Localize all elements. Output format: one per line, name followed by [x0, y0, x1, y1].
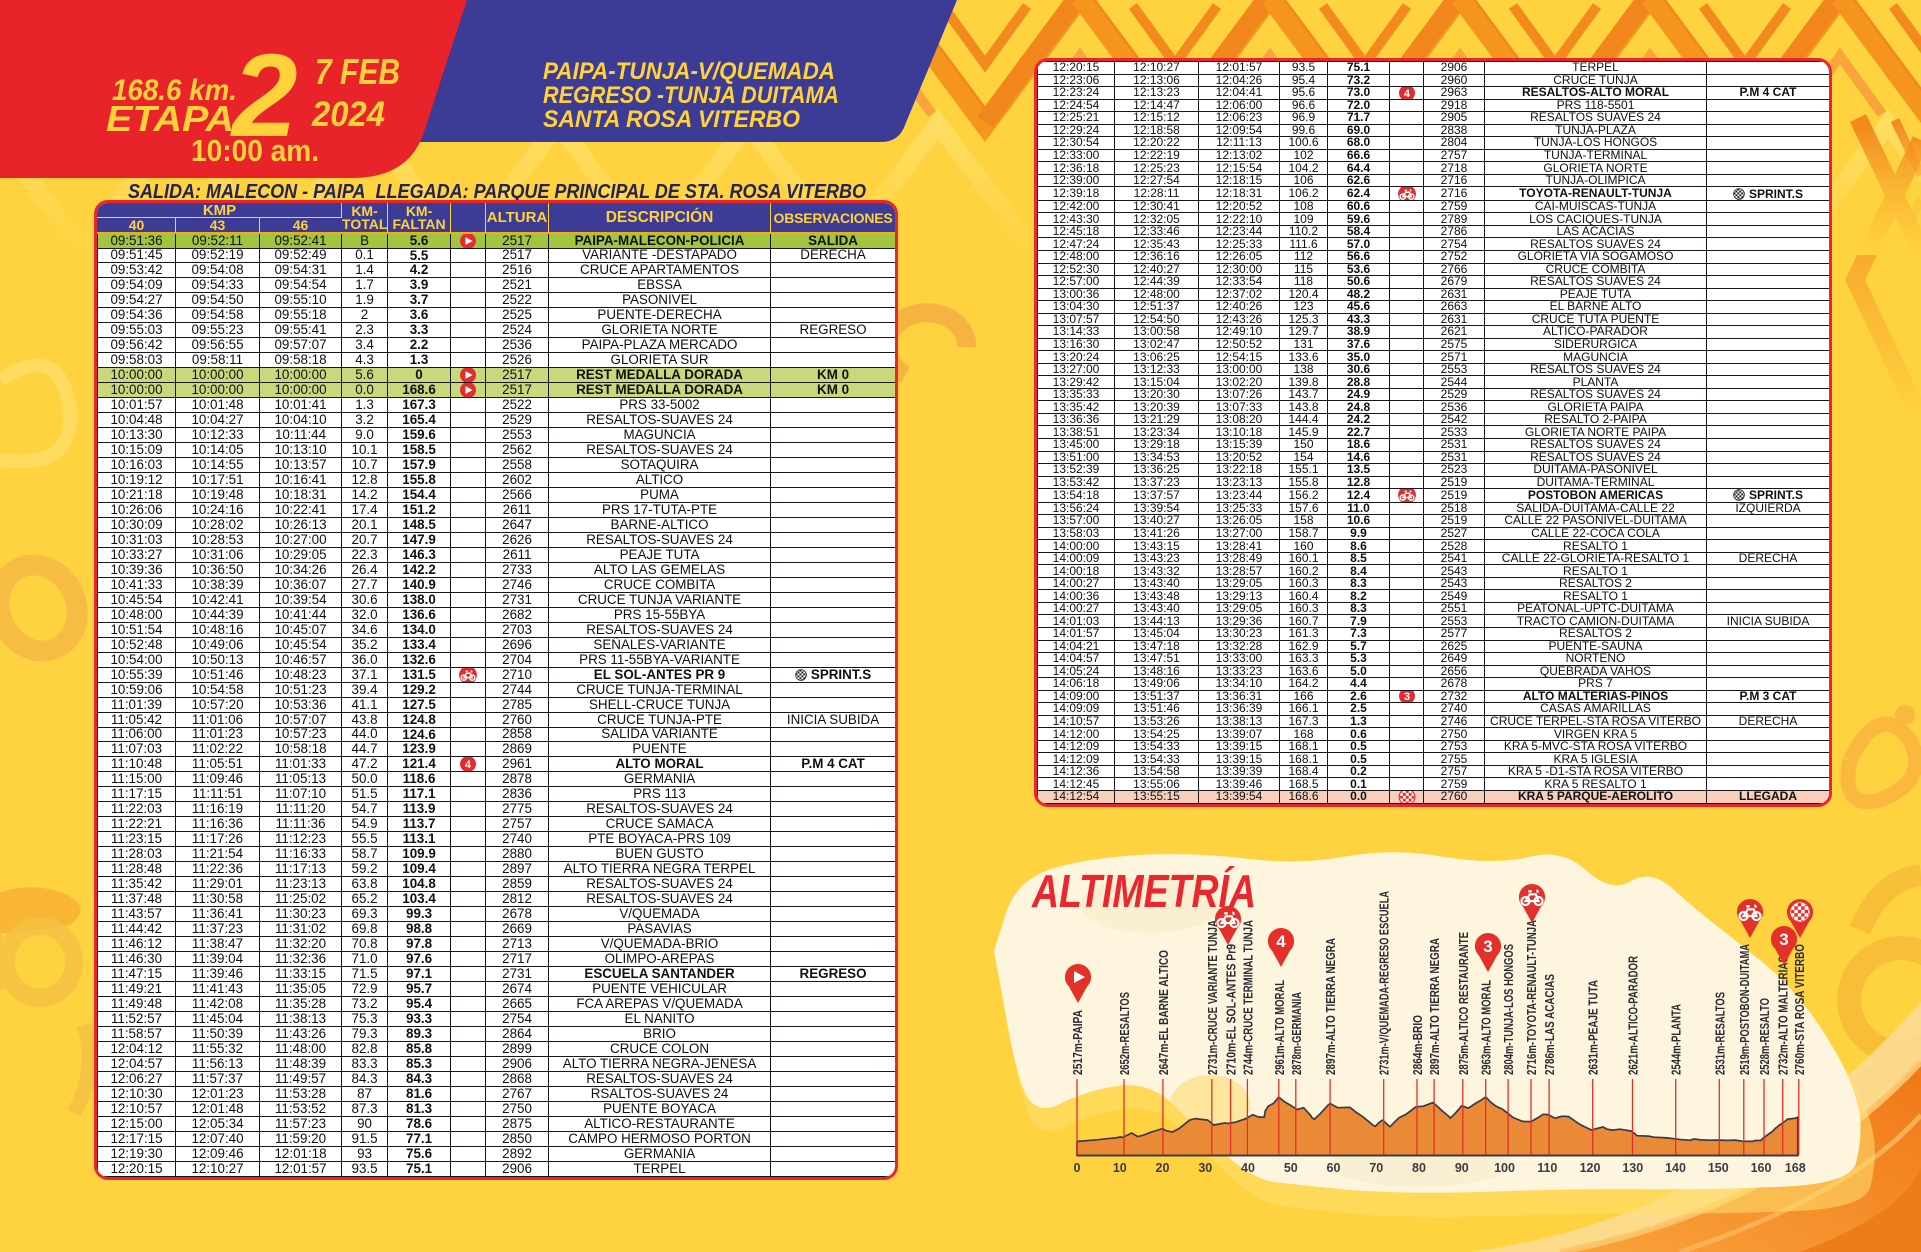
- svg-text:2731m-V/QUEMADA-REGRESO ESCUEL: 2731m-V/QUEMADA-REGRESO ESCUELA: [1377, 891, 1392, 1075]
- svg-text:4: 4: [465, 759, 472, 771]
- svg-text:SANTA ROSA VITERBO: SANTA ROSA VITERBO: [543, 106, 800, 133]
- svg-text:100: 100: [1494, 1161, 1515, 1175]
- svg-text:90: 90: [1455, 1161, 1469, 1175]
- svg-text:2897m-ALTO TIERRA NEGRA: 2897m-ALTO TIERRA NEGRA: [1427, 938, 1442, 1075]
- svg-text:160: 160: [1751, 1161, 1772, 1175]
- svg-text:168: 168: [1785, 1161, 1806, 1175]
- svg-text:2716m-TOYOTA-RENAULT-TUNJA: 2716m-TOYOTA-RENAULT-TUNJA: [1524, 920, 1539, 1075]
- svg-text:2744m-CRUCE TERMINAL TUNJA: 2744m-CRUCE TERMINAL TUNJA: [1240, 920, 1255, 1075]
- svg-text:110: 110: [1537, 1161, 1557, 1175]
- svg-text:2528m-RESALTO: 2528m-RESALTO: [1757, 998, 1772, 1075]
- svg-text:2961m-ALTO MORAL: 2961m-ALTO MORAL: [1272, 980, 1287, 1075]
- svg-text:3: 3: [1483, 937, 1492, 956]
- svg-text:2647m-EL BARNE ALTICO: 2647m-EL BARNE ALTICO: [1156, 950, 1171, 1075]
- svg-text:2864m-BRIO: 2864m-BRIO: [1410, 1015, 1425, 1075]
- svg-text:ETAPA: ETAPA: [106, 98, 234, 139]
- svg-text:4: 4: [1276, 932, 1286, 951]
- svg-text:2621m-ALTICO-PARADOR: 2621m-ALTICO-PARADOR: [1626, 956, 1641, 1075]
- svg-text:7 FEB: 7 FEB: [315, 51, 400, 92]
- svg-text:3: 3: [1403, 691, 1409, 702]
- svg-text:4: 4: [1403, 88, 1410, 99]
- svg-text:2: 2: [230, 30, 298, 162]
- svg-text:2760m-STA ROSA VITERBO: 2760m-STA ROSA VITERBO: [1792, 944, 1807, 1075]
- svg-text:130: 130: [1622, 1161, 1643, 1175]
- svg-text:PAIPA-TUNJA-V/QUEMADA: PAIPA-TUNJA-V/QUEMADA: [543, 58, 835, 85]
- svg-text:ALTIMETRÍA: ALTIMETRÍA: [1031, 865, 1256, 917]
- svg-text:10: 10: [1113, 1161, 1127, 1175]
- svg-text:2804m-TUNJA-LOS HONGOS: 2804m-TUNJA-LOS HONGOS: [1501, 944, 1516, 1075]
- svg-text:10:00 am.: 10:00 am.: [191, 133, 319, 168]
- svg-text:50: 50: [1284, 1161, 1298, 1175]
- svg-text:40: 40: [1241, 1161, 1255, 1175]
- svg-text:2731m-CRUCE VARIANTE TUNJA: 2731m-CRUCE VARIANTE TUNJA: [1205, 920, 1220, 1075]
- svg-text:2517m-PAIPA: 2517m-PAIPA: [1070, 1010, 1085, 1075]
- svg-text:2531m-RESALTOS: 2531m-RESALTOS: [1712, 992, 1727, 1075]
- svg-text:60: 60: [1327, 1161, 1341, 1175]
- svg-text:140: 140: [1665, 1161, 1686, 1175]
- svg-text:168.6 km.: 168.6 km.: [112, 74, 237, 107]
- svg-text:2544m-PLANTA: 2544m-PLANTA: [1669, 1004, 1684, 1075]
- svg-text:120: 120: [1580, 1161, 1601, 1175]
- svg-text:20: 20: [1156, 1161, 1170, 1175]
- svg-text:3: 3: [1779, 930, 1788, 949]
- svg-text:2878m-GERMANIA: 2878m-GERMANIA: [1289, 992, 1304, 1075]
- svg-text:2963m-ALTO MORAL: 2963m-ALTO MORAL: [1479, 980, 1494, 1075]
- svg-text:2875m-ALTICO RESTAURANTE: 2875m-ALTICO RESTAURANTE: [1456, 932, 1471, 1075]
- svg-text:2519m-POSTOBON-DUITAMA: 2519m-POSTOBON-DUITAMA: [1737, 944, 1752, 1075]
- svg-text:2631m-PEAJE TUTA: 2631m-PEAJE TUTA: [1586, 980, 1601, 1075]
- svg-text:2652m-RESALTOS: 2652m-RESALTOS: [1117, 992, 1132, 1075]
- svg-text:80: 80: [1412, 1161, 1426, 1175]
- svg-text:REGRESO -TUNJA DUITAMA: REGRESO -TUNJA DUITAMA: [543, 82, 839, 109]
- svg-text:150: 150: [1708, 1161, 1729, 1175]
- svg-text:2732m-ALTO MALTERIAS: 2732m-ALTO MALTERIAS: [1776, 956, 1791, 1075]
- svg-text:SALIDA: MALECON - PAIPA LLEGA: SALIDA: MALECON - PAIPA LLEGADA: PARQUE …: [128, 180, 866, 203]
- svg-text:2786m-LAS ACACIAS: 2786m-LAS ACACIAS: [1542, 974, 1557, 1075]
- svg-text:0: 0: [1074, 1161, 1081, 1175]
- svg-text:70: 70: [1369, 1161, 1383, 1175]
- svg-text:2024: 2024: [311, 95, 385, 134]
- svg-text:2710m-EL SOL-ANTES Pr9: 2710m-EL SOL-ANTES Pr9: [1224, 944, 1239, 1075]
- svg-text:30: 30: [1198, 1161, 1212, 1175]
- svg-text:2897m-ALTO TIERRA NEGRA: 2897m-ALTO TIERRA NEGRA: [1323, 938, 1338, 1075]
